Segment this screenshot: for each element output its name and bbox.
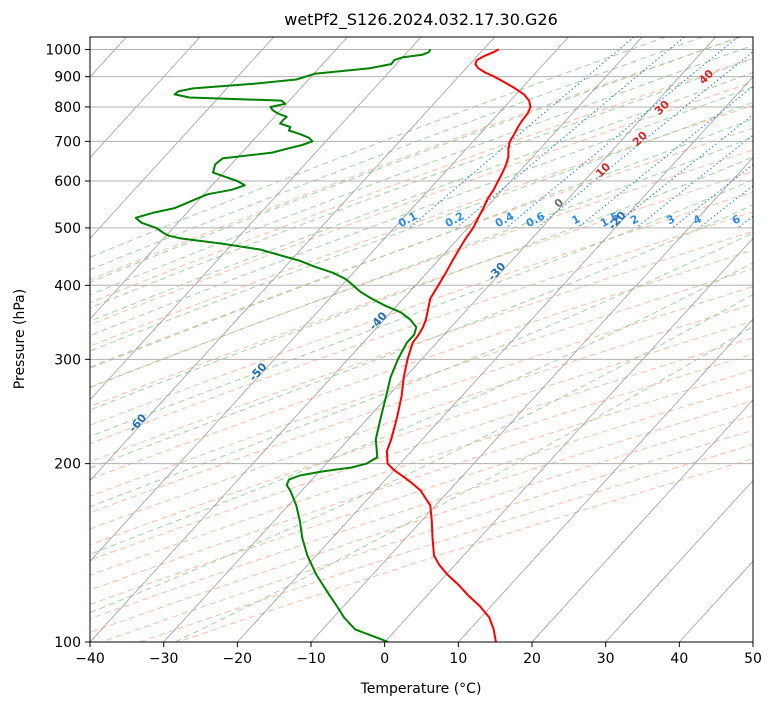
- dry-adiabat-line: [90, 303, 753, 530]
- dewpoint-profile-line: [134, 48, 432, 642]
- moist-adiabat-line: [90, 179, 753, 437]
- chart-title: wetPf2_S126.2024.032.17.30.G26: [284, 10, 558, 30]
- isotherm-label: -70: [6, 463, 29, 487]
- moist-adiabat-line: [90, 37, 666, 258]
- moist-adiabat-line: [90, 37, 740, 283]
- mixing-ratio-line: [672, 163, 753, 229]
- y-tick-label: 700: [54, 134, 81, 150]
- y-tick-label: 600: [54, 174, 81, 190]
- x-tick-label: −20: [223, 651, 253, 667]
- dry-adiabat-line: [90, 353, 753, 576]
- dry-adiabat-line: [90, 268, 753, 497]
- isotherm-line: [384, 237, 753, 642]
- isotherm-line: [310, 157, 753, 642]
- moist-adiabat-line: [90, 232, 753, 508]
- isotherm-line: [605, 479, 753, 642]
- moist-adiabat-line: [90, 58, 753, 309]
- x-tick-label: −30: [149, 651, 179, 667]
- dry-adiabat-line: [90, 369, 753, 591]
- isotherm-line: [458, 318, 753, 642]
- profiles: [134, 48, 532, 642]
- y-axis-ticks: 100 200 300 400 500 600 700 800 900 1000: [45, 43, 90, 651]
- mixing-ratio-line: [505, 37, 739, 229]
- y-tick-label: 300: [54, 352, 81, 368]
- mixing-ratio-label: 8: [758, 212, 771, 227]
- x-tick-label: 40: [670, 651, 688, 667]
- isotherm-line: [237, 76, 753, 642]
- x-tick-label: 50: [744, 651, 762, 667]
- x-tick-label: −10: [296, 651, 326, 667]
- grid-lines: [90, 37, 775, 642]
- dry-adiabat-line: [90, 37, 742, 281]
- isotherm-line: [90, 37, 569, 562]
- mixing-ratio-line: [611, 114, 753, 229]
- isotherm-line: [90, 37, 275, 239]
- isotherm-line: [90, 37, 201, 159]
- moist-adiabat-line: [90, 136, 753, 389]
- mixing-ratio-line: [455, 37, 685, 229]
- dry-adiabat-line: [90, 57, 753, 304]
- isotherm-line: [752, 641, 753, 642]
- plot-frame: [89, 36, 754, 643]
- background-lines: [90, 37, 753, 642]
- isotherm-line: [90, 37, 496, 482]
- x-tick-label: 20: [523, 651, 541, 667]
- dry-adiabat-line: [90, 149, 753, 388]
- x-tick-label: 10: [449, 651, 467, 667]
- mixing-ratio-line: [577, 85, 753, 229]
- temperature-profile-line: [385, 48, 532, 642]
- y-tick-label: 1000: [45, 43, 81, 59]
- dry-adiabat-line: [90, 320, 753, 546]
- isotherm-line: [163, 37, 717, 642]
- isotherm-line: [90, 37, 643, 642]
- isotherm-line: [90, 37, 422, 401]
- x-axis-ticks: −40 −30 −20 −10 0 10 20 30 40 50: [75, 642, 762, 667]
- moist-adiabat-line: [90, 262, 753, 555]
- y-tick-label: 500: [54, 221, 81, 237]
- y-tick-label: 400: [54, 278, 81, 294]
- moist-adiabat-line: [90, 156, 753, 411]
- mixing-ratio-line: [536, 50, 753, 229]
- dry-adiabat-line: [90, 170, 753, 407]
- y-axis-label: Pressure (hPa): [12, 289, 28, 389]
- mixing-ratio-line: [409, 37, 635, 229]
- moist-adiabat-line: [90, 86, 753, 337]
- mixing-ratio-line: [766, 37, 775, 228]
- moist-adiabat-line: [90, 37, 703, 271]
- moist-adiabat-line: [90, 44, 753, 296]
- x-tick-label: 30: [597, 651, 615, 667]
- dry-adiabat-line: [90, 211, 753, 445]
- isotherm-line: [90, 37, 348, 320]
- y-tick-label: 100: [54, 635, 81, 651]
- y-tick-label: 900: [54, 70, 81, 86]
- x-tick-label: −40: [75, 651, 105, 667]
- x-axis-label: Temperature (°C): [360, 681, 482, 697]
- plot-area: [90, 37, 753, 642]
- y-tick-label: 800: [54, 100, 81, 116]
- x-tick-label: 0: [380, 651, 389, 667]
- moist-adiabat-line: [90, 71, 753, 322]
- y-tick-label: 200: [54, 457, 81, 473]
- isotherm-line: [531, 399, 753, 642]
- dry-adiabat-line: [90, 127, 753, 368]
